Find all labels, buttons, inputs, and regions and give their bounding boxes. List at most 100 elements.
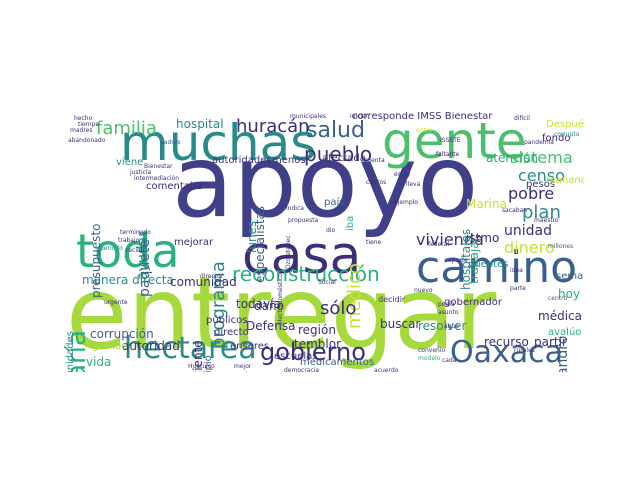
cloud-word: terminado [120, 229, 151, 236]
cloud-word: viene [116, 157, 144, 168]
cloud-word: medicamentos [300, 357, 375, 368]
cloud-word: dio [326, 227, 336, 234]
cloud-word: millones [548, 243, 574, 250]
cloud-word: resolver [418, 319, 467, 333]
cloud-word: intermediación [134, 175, 180, 182]
cloud-word: país [324, 197, 345, 208]
cloud-word: sacaban [502, 207, 528, 214]
cloud-word: huracán [236, 116, 310, 137]
cloud-word: salud [306, 118, 365, 143]
cloud-word: enseres [230, 341, 270, 352]
cloud-word: periodo [100, 245, 123, 252]
cloud-word: difícil [514, 115, 530, 122]
cloud-word: padres [160, 139, 181, 146]
cloud-word: Después [546, 119, 584, 130]
cloud-word: tiempo [78, 121, 100, 128]
cloud-word: escuelas [274, 351, 318, 362]
cloud-word: lleva [406, 181, 421, 188]
cloud-word: mejor [234, 363, 252, 370]
cloud-word: aporte [448, 257, 468, 264]
cloud-word: grande [92, 341, 128, 352]
cloud-word: mejorar [174, 237, 214, 248]
cloud-word: faltante [436, 151, 460, 158]
cloud-word: recibir [126, 247, 145, 254]
cloud-word: mañana [546, 175, 584, 186]
cloud-word: justicia [130, 169, 152, 176]
cloud-word: partir [534, 335, 567, 349]
cloud-word: estoy [394, 171, 411, 178]
cloud-word: agua [444, 323, 459, 330]
cloud-word: indica [286, 205, 304, 212]
cloud-word: pueblo [304, 142, 373, 166]
cloud-word: trabajo [118, 237, 140, 244]
cloud-word: istmo [466, 231, 500, 245]
cloud-word: democracia [284, 367, 320, 373]
cloud-word: manera directa [82, 273, 174, 287]
cloud-word: avalúo [548, 327, 582, 338]
cloud-word: corrupto [554, 131, 580, 138]
cloud-word: autoridades [212, 155, 272, 166]
cloud-word: fondo [542, 133, 571, 144]
cloud-word: directo [214, 327, 249, 338]
cloud-word: federal [428, 241, 450, 248]
cloud-word: Huatulco [188, 363, 215, 370]
cloud-word: entre [416, 127, 432, 134]
cloud-word: médico [344, 263, 365, 329]
cloud-word: gente [382, 112, 527, 170]
cloud-word: familia [96, 118, 157, 139]
cloud-word: centro [548, 295, 568, 302]
cloud-word: corrupción [90, 327, 154, 341]
cloud-word: comentaba [146, 181, 203, 192]
cloud-word: gobierno [260, 338, 366, 366]
word-cloud: apoyo entregar muchas gente casa camino toda he… [64, 112, 584, 372]
cloud-word: lunes [245, 221, 259, 254]
cloud-word: públicos [206, 315, 248, 326]
cloud-word: nuevo [414, 287, 433, 294]
cloud-word: unidad [504, 223, 552, 239]
cloud-word: recurso [484, 335, 529, 349]
cloud-word: Bienestar [144, 163, 173, 170]
cloud-word: camino [416, 242, 578, 293]
cloud-word: reconstrucción [232, 262, 380, 286]
cloud-word: podía [438, 301, 455, 308]
cloud-word: abandonado [68, 137, 106, 144]
cloud-word: vivienda [416, 230, 484, 249]
cloud-word: ciertos [366, 179, 387, 186]
cloud-word: región [298, 323, 336, 337]
cloud-word: médica [538, 309, 582, 323]
cloud-word: parte [510, 285, 526, 292]
cloud-word: comunidades [65, 331, 76, 372]
cloud-word: electrodomésticos [277, 270, 284, 326]
cloud-word: plan [522, 202, 561, 223]
cloud-word: Dzoletepec [285, 235, 292, 270]
cloud-word: rurales [514, 347, 535, 354]
cloud-word: semana [556, 271, 584, 282]
cloud-word: buscar [380, 317, 421, 331]
cloud-word: temblor [294, 337, 342, 351]
cloud-word: hospital [176, 117, 224, 131]
cloud-word: dinero [504, 238, 555, 257]
cloud-word: urgente [104, 299, 128, 306]
cloud-word: idea [510, 267, 523, 274]
cloud-word: menos [272, 155, 306, 166]
cloud-word: municipales [290, 113, 327, 120]
cloud-word: corresponde IMSS Bienestar [352, 112, 493, 122]
cloud-word: toda [76, 224, 180, 278]
cloud-word: hoy [558, 287, 581, 301]
cloud-word: daño [254, 299, 284, 313]
cloud-word: decidir [378, 295, 406, 304]
cloud-word: hecho [74, 115, 93, 122]
cloud-word: tiene [366, 239, 382, 246]
cloud-word: todavía [236, 297, 281, 311]
cloud-word: entregar [66, 255, 497, 372]
cloud-word: sistema [510, 148, 573, 167]
cloud-word: presupuesto [89, 223, 103, 298]
cloud-word: gobernador [444, 297, 502, 308]
cloud-word: pobre [508, 184, 555, 203]
cloud-word: propuesta [288, 217, 319, 224]
cloud-word: ejemplo [394, 199, 419, 206]
cloud-word: atención [486, 151, 538, 165]
cloud-word: hectarea [124, 331, 257, 366]
cloud-word: convenio [418, 347, 446, 354]
cloud-word: cada [442, 357, 457, 364]
